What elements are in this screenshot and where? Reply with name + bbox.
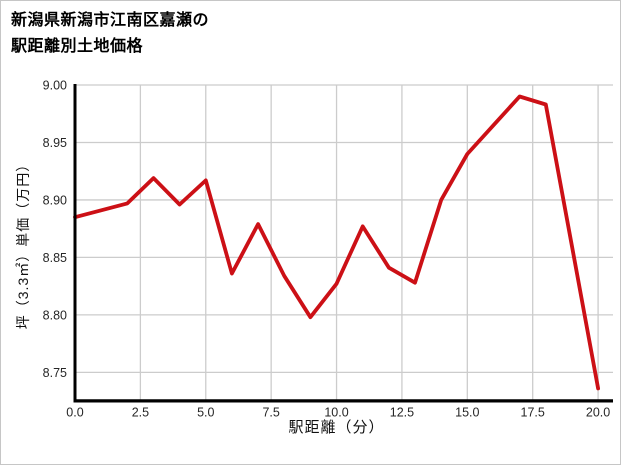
- price-line: [73, 94, 600, 391]
- y-tick-label: 8.95: [43, 136, 67, 150]
- x-tick-label: 0.0: [66, 406, 83, 420]
- chart-title-line1: 新潟県新潟市江南区嘉瀬の: [11, 12, 210, 29]
- y-tick-label: 9.00: [43, 79, 67, 93]
- chart-title: 新潟県新潟市江南区嘉瀬の 駅距離別土地価格: [11, 8, 209, 60]
- x-tick-label: 10.0: [324, 406, 348, 420]
- x-axis-label: 駅距離（分）: [288, 419, 385, 436]
- x-tick-label: 7.5: [262, 406, 279, 420]
- y-tick-label: 8.85: [43, 251, 67, 265]
- x-tick-label: 5.0: [197, 406, 214, 420]
- y-tick-label: 8.80: [43, 308, 67, 322]
- x-tick-label: 15.0: [455, 406, 479, 420]
- y-tick-label: 8.90: [43, 193, 67, 207]
- y-tick-label: 8.75: [43, 366, 67, 380]
- y-axis-label-text: 坪（3.3㎡）単価（万円）: [15, 156, 31, 330]
- x-tick-label: 20.0: [586, 406, 610, 420]
- chart-title-line2: 駅距離別土地価格: [11, 38, 144, 55]
- x-tick-label: 17.5: [521, 406, 545, 420]
- x-tick-label: 12.5: [390, 406, 414, 420]
- x-tick-label: 2.5: [132, 406, 149, 420]
